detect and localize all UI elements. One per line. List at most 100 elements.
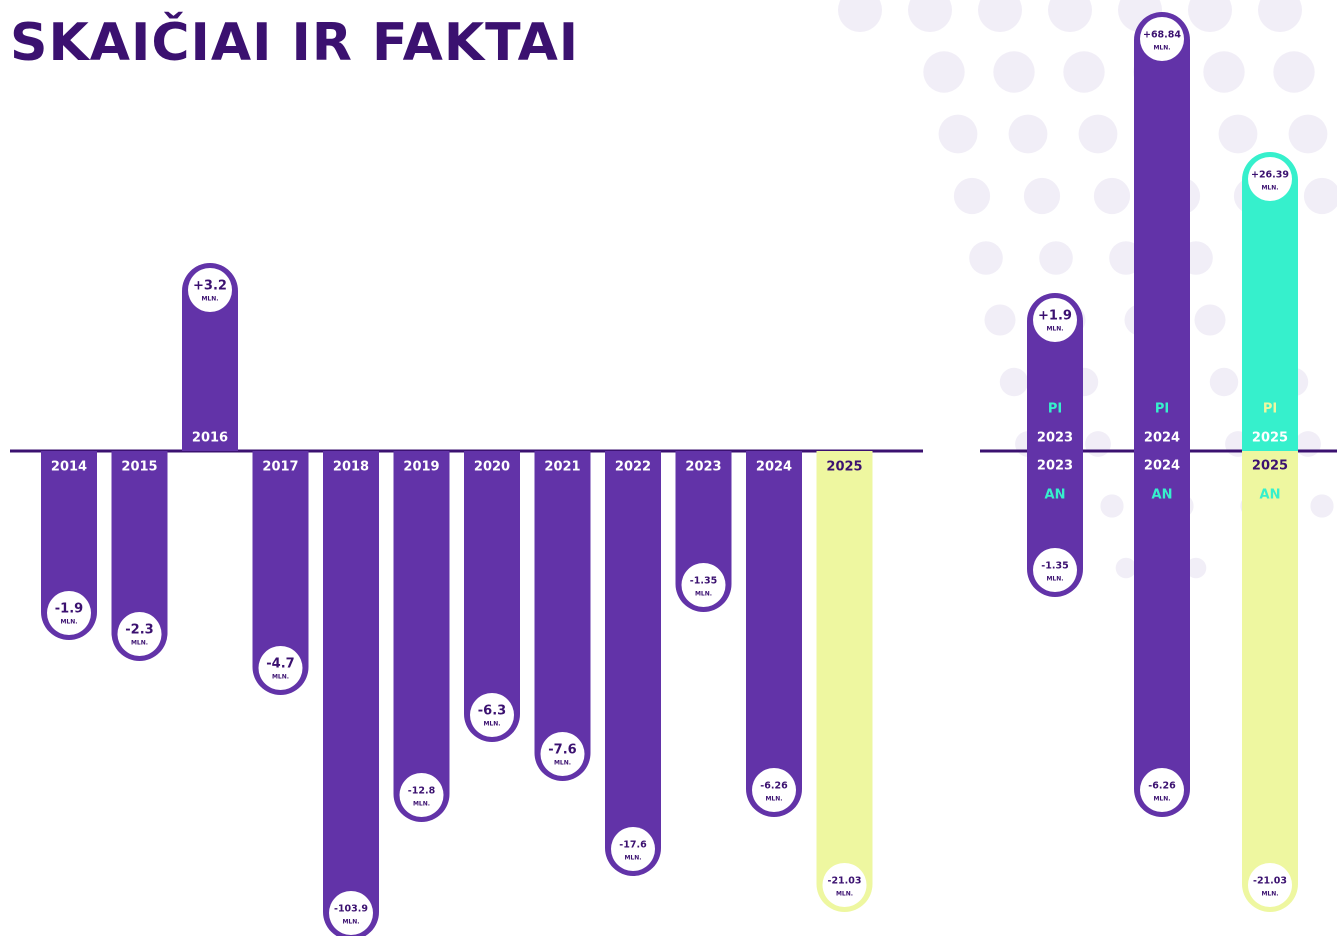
dot xyxy=(1273,51,1315,93)
bar xyxy=(111,451,168,661)
year-label: 2018 xyxy=(333,460,369,475)
dot xyxy=(1093,177,1131,215)
year-label: 2025 xyxy=(1252,431,1288,446)
unit-label: MLN. xyxy=(1153,796,1170,803)
year-label: 2016 xyxy=(192,431,228,446)
bar xyxy=(605,451,661,876)
value-label: -6.26 xyxy=(760,781,788,792)
year-label: AN xyxy=(1045,488,1066,503)
year-label: 2017 xyxy=(262,460,298,475)
year-label: 2024 xyxy=(1144,431,1180,446)
value-badge xyxy=(822,863,867,907)
value-label: +3.2 xyxy=(193,279,227,294)
year-label: 2023 xyxy=(1037,431,1073,446)
bar xyxy=(182,263,238,451)
unit-label: MLN. xyxy=(765,796,782,803)
value-badge xyxy=(1033,548,1077,592)
bar xyxy=(393,451,450,822)
unit-label: MLN. xyxy=(413,801,430,808)
unit-label: MLN. xyxy=(483,721,500,728)
bar xyxy=(41,451,97,640)
dot xyxy=(953,177,991,215)
bar xyxy=(464,451,520,742)
unit-label: MLN. xyxy=(60,619,77,626)
value-label: -4.7 xyxy=(266,657,294,672)
year-label: 2020 xyxy=(474,460,510,475)
unit-label: MLN. xyxy=(1153,45,1170,52)
bar xyxy=(1242,152,1298,451)
unit-label: MLN. xyxy=(1046,326,1063,333)
dot xyxy=(1310,494,1334,518)
unit-label: MLN. xyxy=(201,296,218,303)
value-badge xyxy=(752,768,796,812)
dot xyxy=(1303,177,1337,215)
unit-label: MLN. xyxy=(695,591,712,598)
year-label: 2014 xyxy=(51,460,87,475)
unit-label: MLN. xyxy=(624,855,641,862)
value-badge xyxy=(1248,157,1292,201)
dot xyxy=(1100,494,1124,518)
value-badge xyxy=(611,827,655,871)
dot xyxy=(1048,0,1092,32)
title: SKAIČIAI IR FAKTAI xyxy=(10,11,579,73)
year-label: 2023 xyxy=(1037,459,1073,474)
year-label: 2024 xyxy=(1144,459,1180,474)
unit-label: MLN. xyxy=(131,640,148,647)
dot xyxy=(1063,51,1105,93)
unit-label: MLN. xyxy=(1261,891,1278,898)
dot xyxy=(993,51,1035,93)
value-label: -6.26 xyxy=(1148,781,1176,792)
dot xyxy=(938,114,978,154)
bar xyxy=(816,451,873,913)
dot xyxy=(1295,431,1321,457)
value-badge xyxy=(188,268,232,312)
value-label: +68.84 xyxy=(1143,30,1181,41)
value-label: -2.3 xyxy=(125,623,153,638)
dot xyxy=(1008,114,1048,154)
bar xyxy=(534,451,591,782)
value-badge xyxy=(681,563,726,607)
value-label: -7.6 xyxy=(548,743,576,758)
dot xyxy=(1188,0,1232,32)
value-badge xyxy=(47,591,91,635)
unit-label: MLN. xyxy=(1261,185,1278,192)
year-label: 2021 xyxy=(544,460,580,475)
bar xyxy=(1134,451,1190,817)
value-label: -12.8 xyxy=(408,786,436,797)
value-badge xyxy=(1140,17,1184,61)
year-label: 2025 xyxy=(1252,459,1288,474)
value-badge xyxy=(1248,863,1292,907)
dot xyxy=(969,241,1003,275)
unit-label: MLN. xyxy=(272,674,289,681)
value-label: -17.6 xyxy=(619,840,647,851)
year-label: PI xyxy=(1048,402,1062,417)
dot xyxy=(923,51,965,93)
value-label: -21.03 xyxy=(1253,876,1287,887)
dot xyxy=(1209,367,1239,397)
value-label: -6.3 xyxy=(478,704,506,719)
value-badge xyxy=(329,891,373,935)
dot xyxy=(999,367,1029,397)
year-label: 2024 xyxy=(756,460,792,475)
year-label: PI xyxy=(1263,402,1277,417)
bar xyxy=(323,451,379,936)
value-badge xyxy=(117,612,162,656)
dot xyxy=(1288,114,1328,154)
value-badge xyxy=(399,773,444,817)
dot xyxy=(1194,304,1226,336)
year-label: AN xyxy=(1260,488,1281,503)
dot xyxy=(838,0,882,32)
unit-label: MLN. xyxy=(1046,576,1063,583)
year-label: PI xyxy=(1155,402,1169,417)
dot xyxy=(978,0,1022,32)
value-badge xyxy=(1140,768,1184,812)
dot xyxy=(1039,241,1073,275)
value-badge xyxy=(1033,298,1077,342)
value-label: +26.39 xyxy=(1251,170,1289,181)
dot xyxy=(1085,431,1111,457)
dot xyxy=(908,0,952,32)
bar xyxy=(746,451,802,817)
dot xyxy=(1185,557,1207,579)
year-label: AN xyxy=(1152,488,1173,503)
year-label: 2019 xyxy=(403,460,439,475)
